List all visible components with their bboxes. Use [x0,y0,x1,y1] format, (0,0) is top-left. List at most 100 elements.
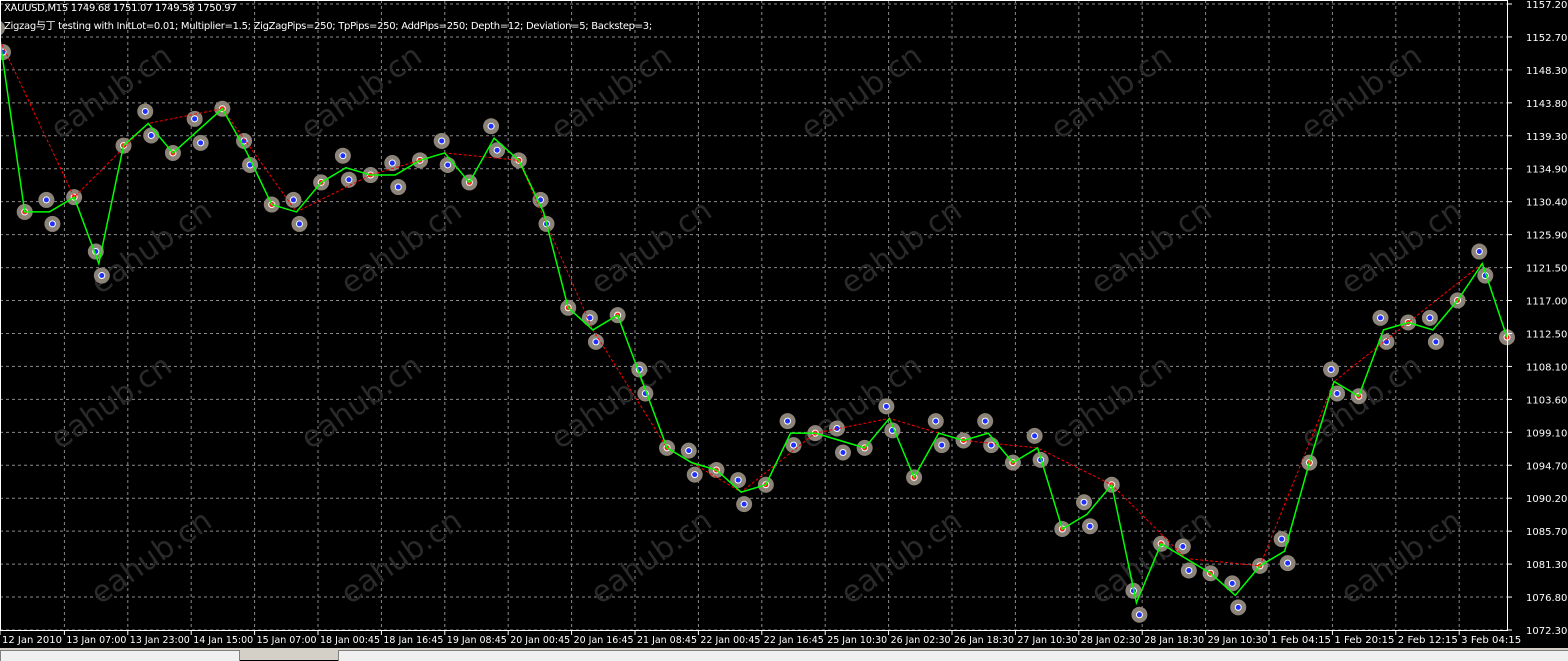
watermark: eahub.cn [1335,503,1469,611]
price-series [0,40,1508,606]
watermark: eahub.cn [85,193,219,301]
x-tick-label: 26 Jan 02:30 [891,635,951,646]
watermark: eahub.cn [545,348,679,456]
grid [0,0,1507,631]
watermark: eahub.cn [295,348,429,456]
y-tick-label: 1108.10 [1526,362,1567,373]
order-marker [1427,333,1444,350]
x-tick-label: 19 Jan 08:45 [447,635,507,646]
watermark: eahub.cn [1295,38,1429,146]
watermark: eahub.cn [835,193,969,301]
order-marker [587,333,604,350]
y-tick-label: 1157.20 [1526,0,1567,11]
plot-frame [0,0,1508,631]
order-marker [878,398,895,415]
y-tick-label: 1134.90 [1526,165,1567,176]
watermark: eahub.cn [335,193,469,301]
x-tick-label: 15 Jan 07:00 [257,635,317,646]
order-marker [137,103,154,120]
order-marker [736,496,753,513]
x-tick-label: 2 Feb 12:15 [1398,635,1458,646]
status-panel [0,650,240,661]
order-marker [983,437,1000,454]
order-marker [779,413,796,430]
watermark: eahub.cn [795,38,929,146]
y-tick-label: 1090.20 [1526,494,1567,505]
x-tick-label: 21 Jan 08:45 [637,635,697,646]
y-tick-label: 1112.50 [1526,329,1567,340]
order-marker [143,127,160,144]
x-tick-label: 22 Jan 16:45 [764,635,824,646]
y-tick-label: 1152.70 [1526,33,1567,44]
order-marker [285,191,302,208]
order-marker [1273,531,1290,548]
x-tick-label: 26 Jan 18:30 [954,635,1014,646]
order-marker [291,215,308,232]
watermark: eahub.cn [85,503,219,611]
order-marker [1329,385,1346,402]
order-marker [1471,243,1488,260]
order-marker [1323,361,1340,378]
order-marker [977,413,994,430]
x-tick-label: 1 Feb 04:15 [1271,635,1331,646]
ea-parameters: Zigzag与丁 testing with InitLot=0.01; Mult… [4,21,652,32]
status-bar [0,648,1568,661]
order-marker [834,444,851,461]
order-marker [1230,599,1247,616]
order-marker [192,134,209,151]
x-tick-label: 18 Jan 00:45 [320,635,380,646]
order-marker [1378,333,1395,350]
x-tick-label: 13 Jan 23:00 [130,635,190,646]
order-marker [1076,494,1093,511]
order-marker [1082,518,1099,535]
y-tick-label: 1125.90 [1526,231,1567,242]
y-tick-label: 1085.70 [1526,527,1567,538]
order-marker [0,20,5,36]
x-tick-label: 13 Jan 07:00 [66,635,126,646]
symbol-info: XAUUSD,M15 1749.68 1751.07 1749.58 1750.… [4,3,237,14]
order-marker [1174,538,1191,555]
order-marker [483,118,500,135]
order-marker [489,142,506,159]
order-marker [933,437,950,454]
watermark: eahub.cn [335,503,469,611]
x-tick-label: 20 Jan 16:45 [574,635,634,646]
y-tick-label: 1072.30 [1526,626,1567,637]
order-marker [38,191,55,208]
y-tick-label: 1081.30 [1526,560,1567,571]
order-marker [680,442,697,459]
y-tick-label: 1094.70 [1526,461,1567,472]
y-tick-label: 1139.30 [1526,132,1567,143]
order-marker [828,420,845,437]
order-marker [1131,606,1148,623]
order-marker [581,309,598,326]
x-tick-label: 3 Feb 04:15 [1461,635,1521,646]
order-marker [1279,555,1296,572]
y-tick-label: 1148.30 [1526,66,1567,77]
order-marker [1477,267,1494,284]
price-axis[interactable]: 1157.20 1152.70 1148.30 1143.80 1139.30 1134.… [1507,0,1567,637]
y-tick-label: 1099.10 [1526,428,1567,439]
order-marker [236,132,253,149]
y-tick-label: 1121.50 [1526,264,1567,275]
y-tick-label: 1076.80 [1526,593,1567,604]
watermarks: eahub.cn eahub.cn eahub.cn eahub.cn eahub.cn… [45,38,1469,611]
y-tick-label: 1143.80 [1526,99,1567,110]
order-marker [340,171,357,188]
order-marker [439,156,456,173]
order-marker [1224,575,1241,592]
time-axis[interactable]: 12 Jan 2010 13 Jan 07:00 13 Jan 23:00 14 Ja… [0,630,1521,646]
watermark: eahub.cn [545,38,679,146]
x-tick-label: 28 Jan 18:30 [1144,635,1204,646]
order-marker [44,215,61,232]
x-tick-label: 29 Jan 10:30 [1208,635,1268,646]
order-marker [334,147,351,164]
x-tick-label: 14 Jan 15:00 [193,635,253,646]
watermark: eahub.cn [295,38,429,146]
watermark: eahub.cn [835,503,969,611]
watermark: eahub.cn [1045,348,1179,456]
y-tick-label: 1103.60 [1526,395,1567,406]
y-tick-label: 1117.00 [1526,297,1567,308]
y-tick-label: 1130.40 [1526,198,1567,209]
